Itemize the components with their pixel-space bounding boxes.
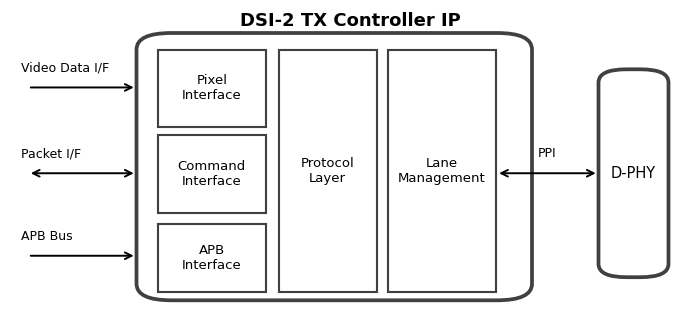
Text: Protocol
Layer: Protocol Layer <box>301 157 354 185</box>
Text: PPI: PPI <box>538 147 557 160</box>
Text: Lane
Management: Lane Management <box>398 157 486 185</box>
FancyBboxPatch shape <box>158 224 266 292</box>
Text: APB Bus: APB Bus <box>21 230 73 243</box>
Text: Packet I/F: Packet I/F <box>21 147 81 160</box>
FancyBboxPatch shape <box>158 135 266 213</box>
FancyBboxPatch shape <box>136 33 532 300</box>
Text: DSI-2 TX Controller IP: DSI-2 TX Controller IP <box>239 13 461 30</box>
Text: D-PHY: D-PHY <box>611 166 656 181</box>
Bar <box>279 50 377 292</box>
Text: Pixel
Interface: Pixel Interface <box>182 74 241 102</box>
Text: Video Data I/F: Video Data I/F <box>21 61 109 74</box>
Bar <box>388 50 496 292</box>
FancyBboxPatch shape <box>598 69 668 277</box>
Text: Command
Interface: Command Interface <box>178 160 246 188</box>
FancyBboxPatch shape <box>158 50 266 127</box>
Text: APB
Interface: APB Interface <box>182 244 241 272</box>
